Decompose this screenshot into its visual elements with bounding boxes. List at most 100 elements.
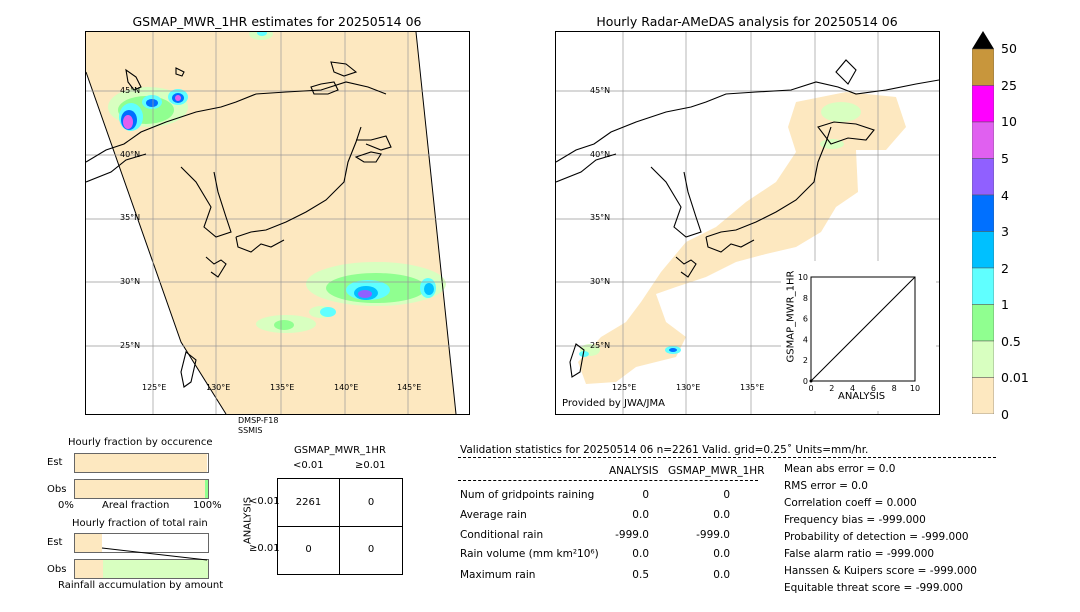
colorbar-label: 0 (1001, 407, 1009, 422)
total-rain-obs-track (74, 559, 209, 579)
scatter-diagonal (810, 276, 916, 382)
lat-label: 30°N (590, 277, 611, 286)
colorbar-segment (971, 377, 995, 415)
validation-row-gsmap: 0.0 (713, 509, 730, 521)
contingency-row-ge: ≥0.01 (249, 543, 280, 554)
scatter-x-tick: 4 (850, 384, 855, 393)
colorbar-segment (971, 340, 995, 378)
scatter-svg: 0 2 4 6 8 10 0 2 4 6 8 10 (798, 273, 920, 393)
colorbar-label: 3 (1001, 224, 1009, 239)
occurrence-x-label: Areal fraction (102, 500, 170, 511)
rain-blob (123, 115, 133, 129)
colorbar-label: 0.5 (1001, 334, 1021, 349)
swath-edge (86, 71, 227, 414)
left-coastline (86, 61, 392, 388)
validation-dashed-line (458, 457, 996, 458)
colorbar-label: 25 (1001, 78, 1017, 93)
radar-coverage (578, 92, 906, 384)
scatter-y-tick: 10 (798, 273, 808, 282)
validation-row-analysis: 0.0 (632, 548, 649, 560)
validation-row-analysis: -999.0 (615, 529, 649, 541)
sensor-label: SSMIS (238, 426, 263, 435)
total-rain-x-label: Rainfall accumulation by amount (58, 580, 224, 591)
colorbar-segment (971, 267, 995, 305)
rain-blob (249, 32, 273, 40)
lat-label: 35°N (590, 213, 611, 222)
colorbar-svg (971, 31, 995, 415)
swath-edge (415, 32, 457, 414)
scatter-x-tick: 8 (892, 384, 897, 393)
colorbar-label: 10 (1001, 114, 1017, 129)
colorbar (971, 30, 995, 415)
occurrence-est-label: Est (47, 457, 63, 468)
scatter-xlabel: ANALYSIS (838, 391, 886, 402)
occurrence-obs-rain-sliver (205, 480, 208, 498)
rain-blob (669, 348, 677, 352)
right-coastline (556, 59, 939, 378)
contingency-col-lt: <0.01 (293, 460, 324, 471)
lon-label: 140°E (334, 383, 359, 392)
inset-scatter: 0 2 4 6 8 10 0 2 4 6 8 10 ANALYSIS GSMAP_MWR_1HR (781, 261, 936, 411)
scatter-y-tick: 0 (803, 377, 808, 386)
total-rain-obs-bar-low (75, 560, 103, 578)
colorbar-segments (971, 48, 995, 415)
colorbar-label: 50 (1001, 41, 1017, 56)
scatter-x-tick: 10 (910, 384, 920, 393)
validation-row-label: Conditional rain (460, 529, 544, 541)
lat-label: 45°N (120, 86, 141, 95)
colorbar-segment (971, 194, 995, 232)
scatter-x-tick: 0 (808, 384, 813, 393)
lat-label: 30°N (120, 277, 141, 286)
total-rain-obs-bar-high (103, 560, 208, 578)
scatter-point (809, 379, 813, 383)
lat-label: 25°N (120, 341, 141, 350)
validation-header: Validation statistics for 20250514 06 n=… (460, 444, 869, 456)
score-line: Equitable threat score = -999.000 (784, 582, 963, 594)
colorbar-segment (971, 48, 995, 86)
contingency-grid: 2261 0 0 0 (277, 478, 403, 575)
colorbar-segment (971, 158, 995, 196)
colorbar-segment (971, 231, 995, 269)
occurrence-x-left: 0% (58, 500, 74, 511)
occurrence-obs-label: Obs (47, 484, 67, 495)
credit-text: Provided by JWA/JMA (562, 398, 665, 409)
lon-label: 145°E (397, 383, 422, 392)
scatter-y-tick: 8 (803, 294, 808, 303)
lon-label: 135°E (270, 383, 295, 392)
left-map-canvas (86, 32, 469, 414)
validation-row-analysis: 0 (642, 489, 649, 501)
total-rain-connector (101, 547, 208, 561)
contingency-cell: 0 (305, 544, 312, 555)
score-line: Hanssen & Kuipers score = -999.000 (784, 565, 977, 577)
score-line: Probability of detection = -999.000 (784, 531, 969, 543)
lat-label: 25°N (590, 341, 611, 350)
rain-blob (320, 307, 336, 317)
total-rain-title: Hourly fraction of total rain (72, 518, 208, 529)
score-line: RMS error = 0.0 (784, 480, 868, 492)
score-line: False alarm ratio = -999.000 (784, 548, 935, 560)
validation-col-gsmap: GSMAP_MWR_1HR (668, 465, 765, 477)
validation-row-gsmap: -999.0 (696, 529, 730, 541)
rain-blob (358, 290, 372, 298)
scatter-x-tick: 2 (829, 384, 834, 393)
colorbar-label: 1 (1001, 297, 1009, 312)
left-map-title: GSMAP_MWR_1HR estimates for 20250514 06 (132, 14, 422, 29)
scatter-y-tick: 6 (803, 315, 808, 324)
validation-row-analysis: 0.5 (632, 569, 649, 581)
occurrence-obs-bar (75, 480, 206, 498)
rain-blob (257, 32, 267, 36)
validation-row-label: Maximum rain (460, 569, 536, 581)
occurrence-est-bar (75, 454, 208, 472)
colorbar-label: 2 (1001, 261, 1009, 276)
validation-col-dashed (458, 480, 758, 481)
validation-row-label: Num of gridpoints raining (460, 489, 595, 501)
occurrence-title: Hourly fraction by occurence (68, 437, 213, 448)
lat-label: 40°N (120, 150, 141, 159)
right-map-title: Hourly Radar-AMeDAS analysis for 2025051… (596, 14, 898, 29)
scatter-y-tick: 4 (803, 335, 808, 344)
occurrence-obs-track (74, 479, 209, 499)
validation-row-analysis: 0.0 (632, 509, 649, 521)
total-rain-est-label: Est (47, 537, 63, 548)
colorbar-label: 5 (1001, 151, 1009, 166)
contingency-row-lt: <0.01 (249, 496, 280, 507)
